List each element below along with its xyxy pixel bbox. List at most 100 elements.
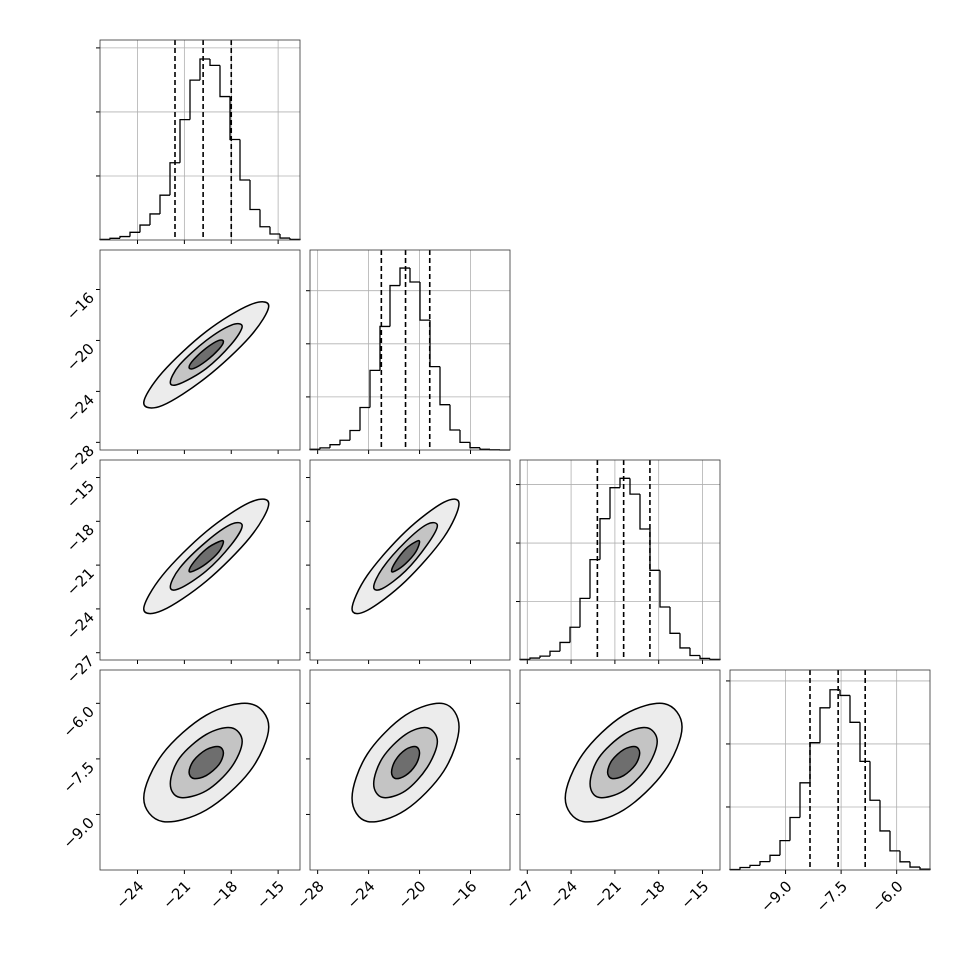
y-tick-label: −21 bbox=[63, 564, 98, 599]
histogram-step bbox=[629, 478, 640, 495]
histogram-step bbox=[879, 800, 890, 832]
histogram-step bbox=[739, 866, 750, 870]
histogram-step bbox=[379, 325, 390, 371]
x-tick-label: −15 bbox=[253, 877, 288, 912]
x-tick-label: −6.0 bbox=[868, 877, 906, 915]
y-tick-label: −6.0 bbox=[60, 703, 98, 741]
histogram-step bbox=[259, 209, 270, 228]
histogram-step bbox=[369, 369, 380, 408]
panel-frame bbox=[99, 669, 301, 871]
histogram-step bbox=[609, 487, 620, 519]
histogram-step bbox=[249, 180, 260, 211]
density-contour bbox=[606, 745, 641, 780]
histogram-step bbox=[129, 231, 140, 237]
histogram-step bbox=[109, 237, 120, 240]
histogram-step bbox=[759, 860, 770, 866]
histogram-step bbox=[659, 570, 670, 608]
x-tick-label: −28 bbox=[293, 877, 328, 912]
histogram-step bbox=[909, 861, 920, 868]
y-tick-label: −7.5 bbox=[60, 758, 98, 796]
histogram-step bbox=[409, 268, 420, 283]
y-tick-label: −16 bbox=[63, 289, 98, 324]
density-contour bbox=[188, 339, 225, 370]
histogram-step bbox=[119, 235, 130, 239]
histogram-step bbox=[839, 689, 850, 697]
histogram-step bbox=[699, 655, 710, 660]
density-contour bbox=[188, 539, 225, 573]
histogram-step bbox=[229, 96, 240, 141]
histogram-step bbox=[869, 761, 880, 801]
x-tick-label: −27 bbox=[502, 877, 537, 912]
histogram-step bbox=[549, 650, 560, 657]
histogram-step bbox=[479, 447, 490, 450]
y-tick-label: −24 bbox=[63, 391, 98, 426]
histogram-step bbox=[459, 430, 470, 444]
histogram-step bbox=[269, 226, 280, 235]
panel-frame bbox=[729, 669, 931, 871]
histogram-step bbox=[349, 429, 360, 441]
x-tick-label: −16 bbox=[445, 877, 480, 912]
histogram-step bbox=[819, 707, 830, 743]
x-tick-label: −24 bbox=[546, 877, 581, 912]
histogram-step bbox=[209, 58, 220, 67]
y-tick-label: −15 bbox=[63, 477, 98, 512]
y-tick-label: −18 bbox=[63, 521, 98, 556]
x-tick-label: −24 bbox=[343, 877, 378, 912]
panel-frame bbox=[309, 249, 511, 451]
histogram-step bbox=[639, 494, 650, 530]
histogram-step bbox=[689, 647, 700, 657]
histogram-step bbox=[159, 194, 170, 214]
histogram-step bbox=[899, 850, 910, 863]
histogram-step bbox=[169, 162, 180, 196]
histogram-step bbox=[679, 633, 690, 649]
histogram-step bbox=[779, 839, 790, 856]
panel-frame bbox=[99, 39, 301, 241]
histogram-step bbox=[849, 695, 860, 723]
histogram-step bbox=[469, 442, 480, 449]
density-contour bbox=[390, 539, 421, 573]
x-tick-label: −18 bbox=[206, 877, 241, 912]
histogram-step bbox=[829, 689, 840, 708]
histogram-step bbox=[339, 439, 350, 445]
x-tick-label: −18 bbox=[634, 877, 669, 912]
histogram-step bbox=[239, 139, 250, 181]
y-tick-label: −27 bbox=[63, 652, 98, 687]
histogram-step bbox=[389, 284, 400, 327]
histogram-step bbox=[279, 234, 290, 239]
histogram-step bbox=[559, 641, 570, 652]
histogram-step bbox=[429, 320, 440, 368]
histogram-step bbox=[219, 65, 230, 98]
histogram-step bbox=[579, 597, 590, 628]
histogram-step bbox=[669, 606, 680, 634]
y-tick-label: −28 bbox=[63, 442, 98, 477]
panel-frame bbox=[309, 459, 511, 661]
histogram-step bbox=[789, 816, 800, 841]
x-tick-label: −9.0 bbox=[757, 877, 795, 915]
histogram-step bbox=[569, 626, 580, 643]
panel-frame bbox=[519, 459, 721, 661]
histogram-step bbox=[599, 518, 610, 560]
panel-frame bbox=[309, 669, 511, 871]
x-tick-label: −21 bbox=[159, 877, 194, 912]
histogram-step bbox=[529, 657, 540, 660]
histogram-step bbox=[149, 213, 160, 226]
y-tick-label: −24 bbox=[63, 608, 98, 643]
x-tick-label: −7.5 bbox=[813, 877, 851, 915]
panel-frame bbox=[99, 249, 301, 451]
histogram-step bbox=[809, 742, 820, 783]
histogram-step bbox=[359, 406, 370, 431]
x-tick-label: −24 bbox=[112, 877, 147, 912]
x-tick-label: −20 bbox=[394, 877, 429, 912]
histogram-step bbox=[179, 118, 190, 163]
histogram-step bbox=[319, 447, 330, 450]
histogram-step bbox=[619, 477, 630, 488]
histogram-step bbox=[919, 867, 931, 870]
histogram-step bbox=[589, 558, 600, 599]
panel-frame bbox=[519, 669, 721, 871]
histogram-step bbox=[859, 722, 870, 763]
histogram-step bbox=[799, 782, 810, 818]
histogram-step bbox=[539, 655, 550, 659]
histogram-step bbox=[769, 854, 780, 862]
histogram-step bbox=[189, 79, 200, 120]
